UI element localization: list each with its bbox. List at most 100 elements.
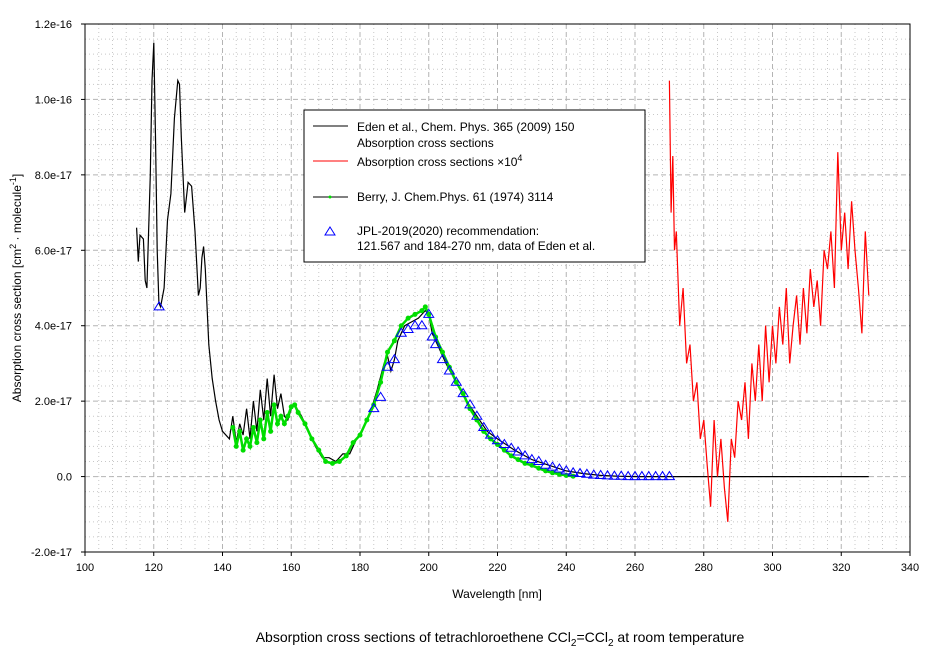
legend: Eden et al., Chem. Phys. 365 (2009) 150 … (303, 109, 646, 263)
y-tick-label: 6.0e-17 (35, 245, 72, 257)
berry-point (240, 447, 246, 453)
berry-point (323, 458, 329, 464)
jpl-triangle-point (546, 461, 559, 471)
berry-point (244, 436, 250, 442)
berry-point (412, 311, 418, 317)
x-tick-label: 320 (832, 562, 850, 574)
berry-point (268, 428, 274, 434)
berry-point (467, 406, 473, 412)
berry-point (385, 349, 390, 355)
jpl-triangle-point (663, 470, 676, 481)
x-tick-label: 180 (351, 562, 369, 574)
berry-point (481, 428, 487, 434)
jpl-triangle-point (525, 453, 538, 464)
y-tick-label: 4.0e-17 (35, 321, 72, 333)
berry-point (398, 323, 404, 329)
berry-point (295, 409, 301, 415)
chart-caption: Absorption cross sections of tetrachloro… (256, 629, 745, 649)
jpl-triangle-point (649, 470, 662, 481)
eden-x10e4-line (668, 80, 870, 522)
jpl-triangle-point (594, 469, 607, 479)
jpl-triangle-point (388, 353, 401, 364)
legend-label-x10e4: Absorption cross sections ×104 (357, 153, 522, 169)
x-tick-label: 280 (695, 562, 713, 574)
y-tick-label: 8.0e-17 (35, 170, 72, 182)
legend-label-eden: Eden et al., Chem. Phys. 365 (2009) 150 (357, 120, 575, 134)
jpl-triangle-point (642, 470, 655, 481)
jpl-triangle-point (498, 438, 511, 449)
berry-point (501, 447, 507, 453)
berry-point (330, 460, 335, 466)
berry-point (257, 417, 263, 423)
x-tick-label: 120 (145, 562, 163, 574)
x-tick-label: 300 (763, 562, 781, 574)
jpl-triangle-point (429, 338, 442, 349)
jpl-triangle-point (580, 468, 593, 478)
jpl-triangle-point (574, 467, 586, 478)
jpl-triangle-point (587, 469, 600, 479)
berry-point (405, 315, 411, 321)
berry-point (357, 432, 363, 438)
berry-point (422, 304, 428, 310)
berry-point (556, 471, 562, 477)
jpl-triangle-point (560, 464, 573, 475)
x-tick-label: 160 (282, 562, 300, 574)
berry-point (364, 417, 370, 423)
berry-point (230, 425, 236, 431)
jpl-triangle-point (491, 434, 504, 445)
berry-point (378, 379, 384, 385)
berry-point (302, 421, 308, 427)
jpl-triangle-point (381, 361, 394, 371)
berry-point (495, 442, 500, 448)
jpl-triangle-point (567, 466, 580, 477)
berry-point (309, 436, 315, 442)
jpl-triangle-point (374, 391, 387, 401)
jpl-triangle-point (477, 421, 490, 432)
x-tick-label: 220 (488, 562, 506, 574)
grid (84, 23, 911, 553)
berry-point (460, 391, 466, 397)
jpl-triangle-point (422, 308, 435, 318)
jpl-triangle-point (505, 442, 518, 452)
berry-point (285, 413, 291, 419)
x-tick-label: 140 (213, 562, 231, 574)
jpl-triangle-point (622, 470, 635, 481)
berry-point (453, 379, 459, 385)
eden-line (136, 42, 869, 478)
jpl-triangle-point (629, 470, 641, 481)
jpl-triangle-point (450, 376, 463, 386)
jpl-triangle-point (635, 470, 648, 481)
y-tick-label: -2.0e-17 (31, 547, 72, 559)
y-tick-label: 1.2e-16 (35, 19, 72, 31)
x-tick-label: 340 (901, 562, 919, 574)
berry-point (440, 349, 445, 355)
jpl-triangle-point (367, 402, 380, 413)
jpl-triangle-point (415, 319, 428, 330)
jpl-triangle-point (470, 410, 483, 420)
x-tick-label: 100 (76, 562, 94, 574)
legend-label-jpl-2: 121.567 and 184-270 nm, data of Eden et … (357, 239, 595, 253)
berry-point (336, 458, 342, 464)
berry-point (488, 436, 494, 442)
jpl-triangle-point (532, 455, 545, 465)
jpl-triangle-point (539, 459, 552, 469)
jpl-triangle-point (656, 470, 669, 481)
berry-point (522, 460, 528, 466)
jpl-triangle-point (443, 365, 456, 375)
x-tick-label: 260 (626, 562, 644, 574)
berry-point (419, 308, 425, 314)
jpl-triangle-point (512, 446, 525, 456)
jpl-triangle-point (615, 470, 628, 480)
y-tick-label: 0.0 (57, 472, 72, 484)
berry-point (529, 462, 535, 468)
berry-point (343, 453, 349, 459)
berry-point (426, 311, 432, 317)
legend-label-jpl: JPL-2019(2020) recommendation: (357, 224, 539, 238)
legend-label-berry: Berry, J. Chem.Phys. 61 (1974) 3114 (357, 190, 554, 204)
berry-point (271, 402, 277, 408)
x-axis-label: Wavelength [nm] (452, 587, 542, 601)
berry-point (350, 440, 356, 446)
berry-point (264, 409, 270, 415)
jpl-triangle-point (436, 353, 449, 364)
